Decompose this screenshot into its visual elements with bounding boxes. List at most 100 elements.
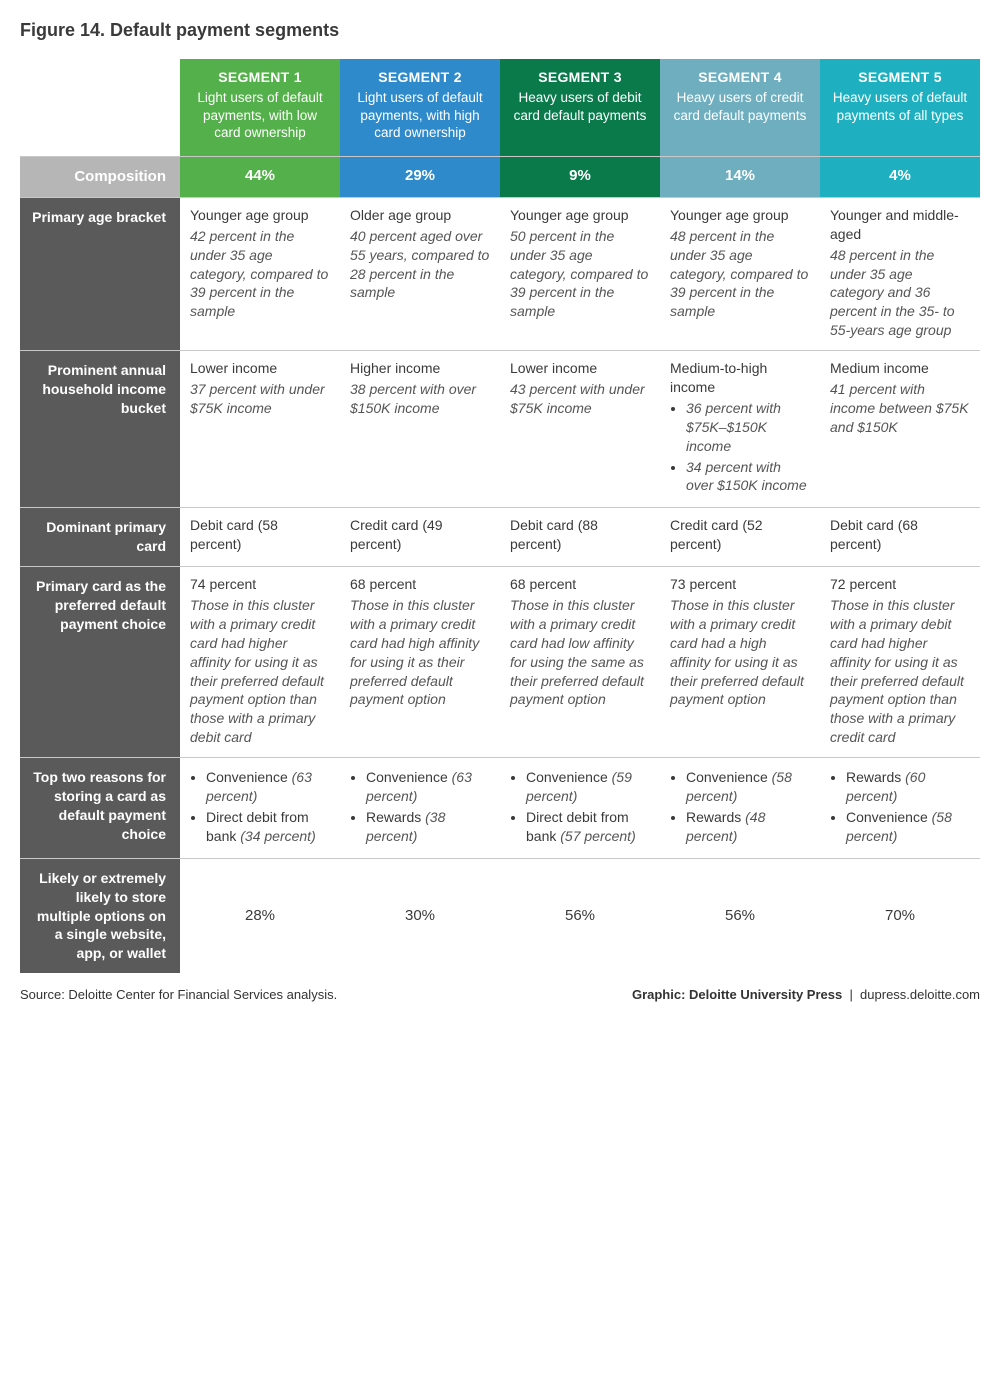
- list-item: 36 percent with $75K–$150K income: [686, 399, 810, 456]
- table-cell: 44%: [180, 156, 340, 197]
- cell-main: Credit card (49 percent): [350, 516, 490, 554]
- cell-main: Medium income: [830, 359, 970, 378]
- table-row: Composition44%29%9%14%4%: [20, 156, 980, 197]
- segment-desc: Light users of default payments, with lo…: [192, 89, 328, 142]
- row-label: Top two reasons for storing a card as de…: [20, 758, 180, 859]
- table-cell: Convenience (63 percent)Rewards (38 perc…: [340, 758, 500, 859]
- list-item: Rewards (38 percent): [366, 808, 490, 846]
- table-cell: Younger and middle-aged48 percent in the…: [820, 197, 980, 350]
- row-label: Primary card as the preferred default pa…: [20, 567, 180, 758]
- segment-desc: Heavy users of default payments of all t…: [832, 89, 968, 124]
- table-cell: 72 percent Those in this cluster with a p…: [820, 567, 980, 758]
- cell-bullets: Convenience (59 percent)Direct debit fro…: [510, 768, 650, 846]
- cell-bullets: Convenience (58 percent)Rewards (48 perc…: [670, 768, 810, 846]
- segment-desc: Heavy users of credit card default payme…: [672, 89, 808, 124]
- cell-sub: 50 percent in the under 35 age category,…: [510, 227, 650, 321]
- cell-bullets: Rewards (60 percent)Convenience (58 perc…: [830, 768, 970, 846]
- cell-sub: 48 percent in the under 35 age category …: [830, 246, 970, 340]
- segment-header: SEGMENT 1 Light users of default payments…: [180, 59, 340, 156]
- cell-main: Debit card (58 percent): [190, 516, 330, 554]
- segment-name: SEGMENT 1: [192, 69, 328, 85]
- table-cell: 28%: [180, 858, 340, 973]
- cell-main: Younger age group: [190, 206, 330, 225]
- list-item: Convenience (63 percent): [366, 768, 490, 806]
- list-item: Direct debit from bank (57 percent): [526, 808, 650, 846]
- row-label: Primary age bracket: [20, 197, 180, 350]
- list-item: Convenience (58 percent): [686, 768, 810, 806]
- table-cell: 73 percent Those in this cluster with a p…: [660, 567, 820, 758]
- table-cell: Convenience (59 percent)Direct debit fro…: [500, 758, 660, 859]
- segment-name: SEGMENT 3: [512, 69, 648, 85]
- segment-name: SEGMENT 5: [832, 69, 968, 85]
- table-cell: Younger age group50 percent in the under…: [500, 197, 660, 350]
- table-cell: Younger age group 48 percent in the under…: [660, 197, 820, 350]
- cell-sub: Those in this cluster with a primary deb…: [830, 596, 970, 747]
- table-cell: Rewards (60 percent)Convenience (58 perc…: [820, 758, 980, 859]
- table-cell: 9%: [500, 156, 660, 197]
- table-cell: Older age group40 percent aged over 55 y…: [340, 197, 500, 350]
- table-cell: Higher income38 percent with over $150K …: [340, 351, 500, 508]
- row-label: Dominant primary card: [20, 508, 180, 567]
- figure-footer: Source: Deloitte Center for Financial Se…: [20, 987, 980, 1002]
- list-item: Convenience (63 percent): [206, 768, 330, 806]
- table-cell: Convenience (63 percent)Direct debit fro…: [180, 758, 340, 859]
- cell-main: Credit card (52 percent): [670, 516, 810, 554]
- list-item: Convenience (59 percent): [526, 768, 650, 806]
- table-cell: 4%: [820, 156, 980, 197]
- cell-main: Debit card (88 percent): [510, 516, 650, 554]
- row-label: Prominent annual household income bucket: [20, 351, 180, 508]
- table-cell: 70%: [820, 858, 980, 973]
- table-cell: Debit card (68 percent): [820, 508, 980, 567]
- footer-source: Source: Deloitte Center for Financial Se…: [20, 987, 337, 1002]
- segment-name: SEGMENT 4: [672, 69, 808, 85]
- table-cell: Medium-to-high income36 percent with $75…: [660, 351, 820, 508]
- table-body: Composition44%29%9%14%4%Primary age brac…: [20, 156, 980, 973]
- table-row: Primary age bracket Younger age group 42 p…: [20, 197, 980, 350]
- table-cell: 68 percent Those in this cluster with a p…: [500, 567, 660, 758]
- cell-main: Higher income: [350, 359, 490, 378]
- table-cell: Debit card (58 percent): [180, 508, 340, 567]
- table-head: SEGMENT 1 Light users of default payments…: [20, 59, 980, 156]
- table-row: Prominent annual household income bucket…: [20, 351, 980, 508]
- cell-sub: 48 percent in the under 35 age category,…: [670, 227, 810, 321]
- row-label: Likely or extremely likely to store mult…: [20, 858, 180, 973]
- segment-header: SEGMENT 4 Heavy users of credit card defa…: [660, 59, 820, 156]
- table-cell: Lower income43 percent with under $75K i…: [500, 351, 660, 508]
- cell-bullets: 36 percent with $75K–$150K income34 perc…: [670, 399, 810, 495]
- segment-header: SEGMENT 5 Heavy users of default payments…: [820, 59, 980, 156]
- cell-main: Debit card (68 percent): [830, 516, 970, 554]
- segment-header: SEGMENT 2Light users of default payments…: [340, 59, 500, 156]
- table-cell: 56%: [660, 858, 820, 973]
- cell-main: 73 percent: [670, 575, 810, 594]
- figure-title: Figure 14. Default payment segments: [20, 20, 980, 41]
- cell-sub: 37 percent with under $75K income: [190, 380, 330, 418]
- cell-main: Medium-to-high income: [670, 359, 810, 397]
- segment-name: SEGMENT 2: [352, 69, 488, 85]
- segments-table: SEGMENT 1 Light users of default payments…: [20, 59, 980, 973]
- cell-main: 72 percent: [830, 575, 970, 594]
- cell-main: Younger age group: [670, 206, 810, 225]
- cell-main: 68 percent: [510, 575, 650, 594]
- list-item: Rewards (60 percent): [846, 768, 970, 806]
- table-row: Primary card as the preferred default pa…: [20, 567, 980, 758]
- list-item: Rewards (48 percent): [686, 808, 810, 846]
- segment-header: SEGMENT 3 Heavy users of debit card defau…: [500, 59, 660, 156]
- cell-sub: Those in this cluster with a primary cre…: [670, 596, 810, 709]
- table-cell: 68 percentThose in this cluster with a p…: [340, 567, 500, 758]
- table-row: Likely or extremely likely to store mult…: [20, 858, 980, 973]
- cell-main: 68 percent: [350, 575, 490, 594]
- segment-desc: Heavy users of debit card default paymen…: [512, 89, 648, 124]
- cell-main: Younger and middle-aged: [830, 206, 970, 244]
- list-item: 34 percent with over $150K income: [686, 458, 810, 496]
- cell-main: Lower income: [510, 359, 650, 378]
- cell-main: 74 percent: [190, 575, 330, 594]
- table-row: Dominant primary card Debit card (58 perc…: [20, 508, 980, 567]
- table-cell: Credit card (52 percent): [660, 508, 820, 567]
- table-cell: Lower income37 percent with under $75K i…: [180, 351, 340, 508]
- list-item: Direct debit from bank (34 percent): [206, 808, 330, 846]
- cell-sub: Those in this cluster with a primary cre…: [510, 596, 650, 709]
- cell-sub: 40 percent aged over 55 years, compared …: [350, 227, 490, 303]
- cell-sub: 42 percent in the under 35 age category,…: [190, 227, 330, 321]
- table-cell: Medium income41 percent with income betw…: [820, 351, 980, 508]
- list-item: Convenience (58 percent): [846, 808, 970, 846]
